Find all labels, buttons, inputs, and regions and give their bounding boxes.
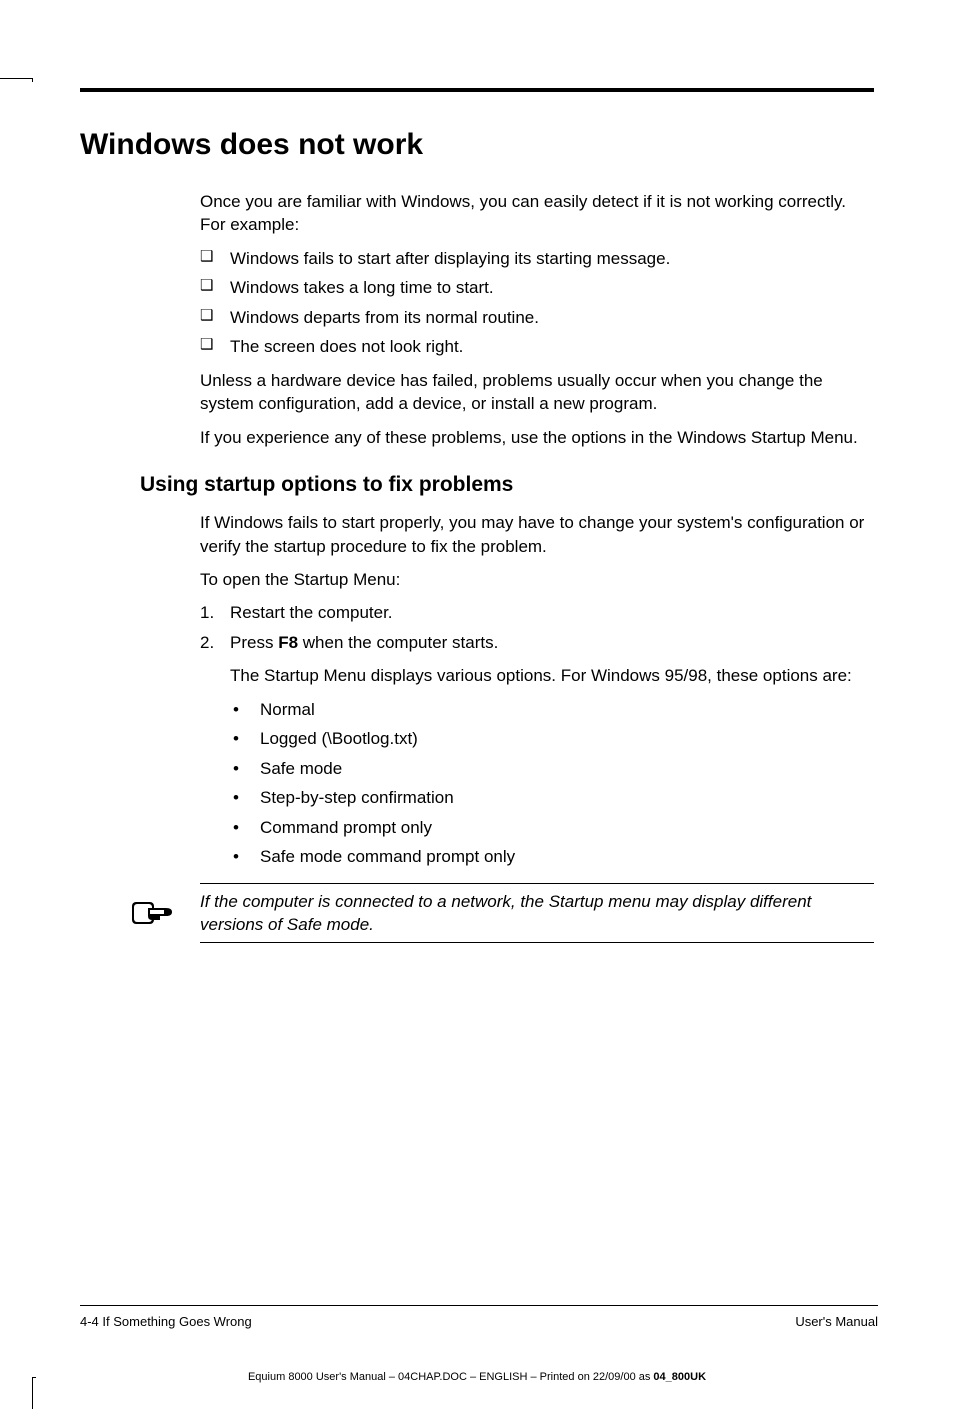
note-row: If the computer is connected to a networ… [80,890,874,937]
list-item: Step-by-step confirmation [230,786,874,809]
step-text-prefix: Press [230,633,278,652]
check-item: Windows takes a long time to start. [200,276,874,299]
body-para: To open the Startup Menu: [200,568,874,591]
step-number: 2. [200,631,214,654]
footer-divider [80,1305,878,1306]
footer-row: 4-4 If Something Goes Wrong User's Manua… [80,1314,878,1329]
list-item: Logged (\Bootlog.txt) [230,727,874,750]
check-item: The screen does not look right. [200,335,874,358]
crop-mark-top-left [0,54,32,86]
body-para: If you experience any of these problems,… [200,426,874,449]
bullet-list: Normal Logged (\Bootlog.txt) Safe mode S… [230,698,874,869]
page-footer: 4-4 If Something Goes Wrong User's Manua… [80,1305,878,1329]
list-item: Normal [230,698,874,721]
list-item: Command prompt only [230,816,874,839]
heading-1: Windows does not work [80,128,874,162]
step-key: F8 [278,633,298,652]
check-item: Windows fails to start after displaying … [200,247,874,270]
body-section: Once you are familiar with Windows, you … [200,190,874,449]
check-item: Windows departs from its normal routine. [200,306,874,329]
step-text: Restart the computer. [230,603,393,622]
page-content: Windows does not work Once you are famil… [80,88,874,1349]
list-item: Safe mode [230,757,874,780]
list-item: Safe mode command prompt only [230,845,874,868]
footer-right: User's Manual [795,1314,878,1329]
print-metadata-line: Equium 8000 User's Manual – 04CHAP.DOC –… [0,1371,954,1383]
list-item: 2. Press F8 when the computer starts. [200,631,874,654]
step-text-suffix: when the computer starts. [298,633,498,652]
heading-2: Using startup options to fix problems [140,473,874,497]
step-number: 1. [200,601,214,624]
note-divider-top [200,883,874,884]
checklist: Windows fails to start after displaying … [200,247,874,359]
note-text: If the computer is connected to a networ… [200,890,874,937]
body-para: Unless a hardware device has failed, pro… [200,369,874,416]
numbered-list: 1. Restart the computer. 2. Press F8 whe… [200,601,874,654]
section-divider-top [80,88,874,92]
sub-para: The Startup Menu displays various option… [230,664,874,687]
body-section: If Windows fails to start properly, you … [200,511,874,868]
note-divider-bottom [200,942,874,943]
footer-left: 4-4 If Something Goes Wrong [80,1314,252,1329]
print-line-doc-id: 04_800UK [653,1371,706,1383]
list-item: 1. Restart the computer. [200,601,874,624]
note-block: If the computer is connected to a networ… [80,883,874,944]
intro-para: Once you are familiar with Windows, you … [200,190,874,237]
print-line-prefix: Equium 8000 User's Manual – 04CHAP.DOC –… [248,1371,653,1383]
pointing-hand-icon [130,890,178,935]
body-para: If Windows fails to start properly, you … [200,511,874,558]
